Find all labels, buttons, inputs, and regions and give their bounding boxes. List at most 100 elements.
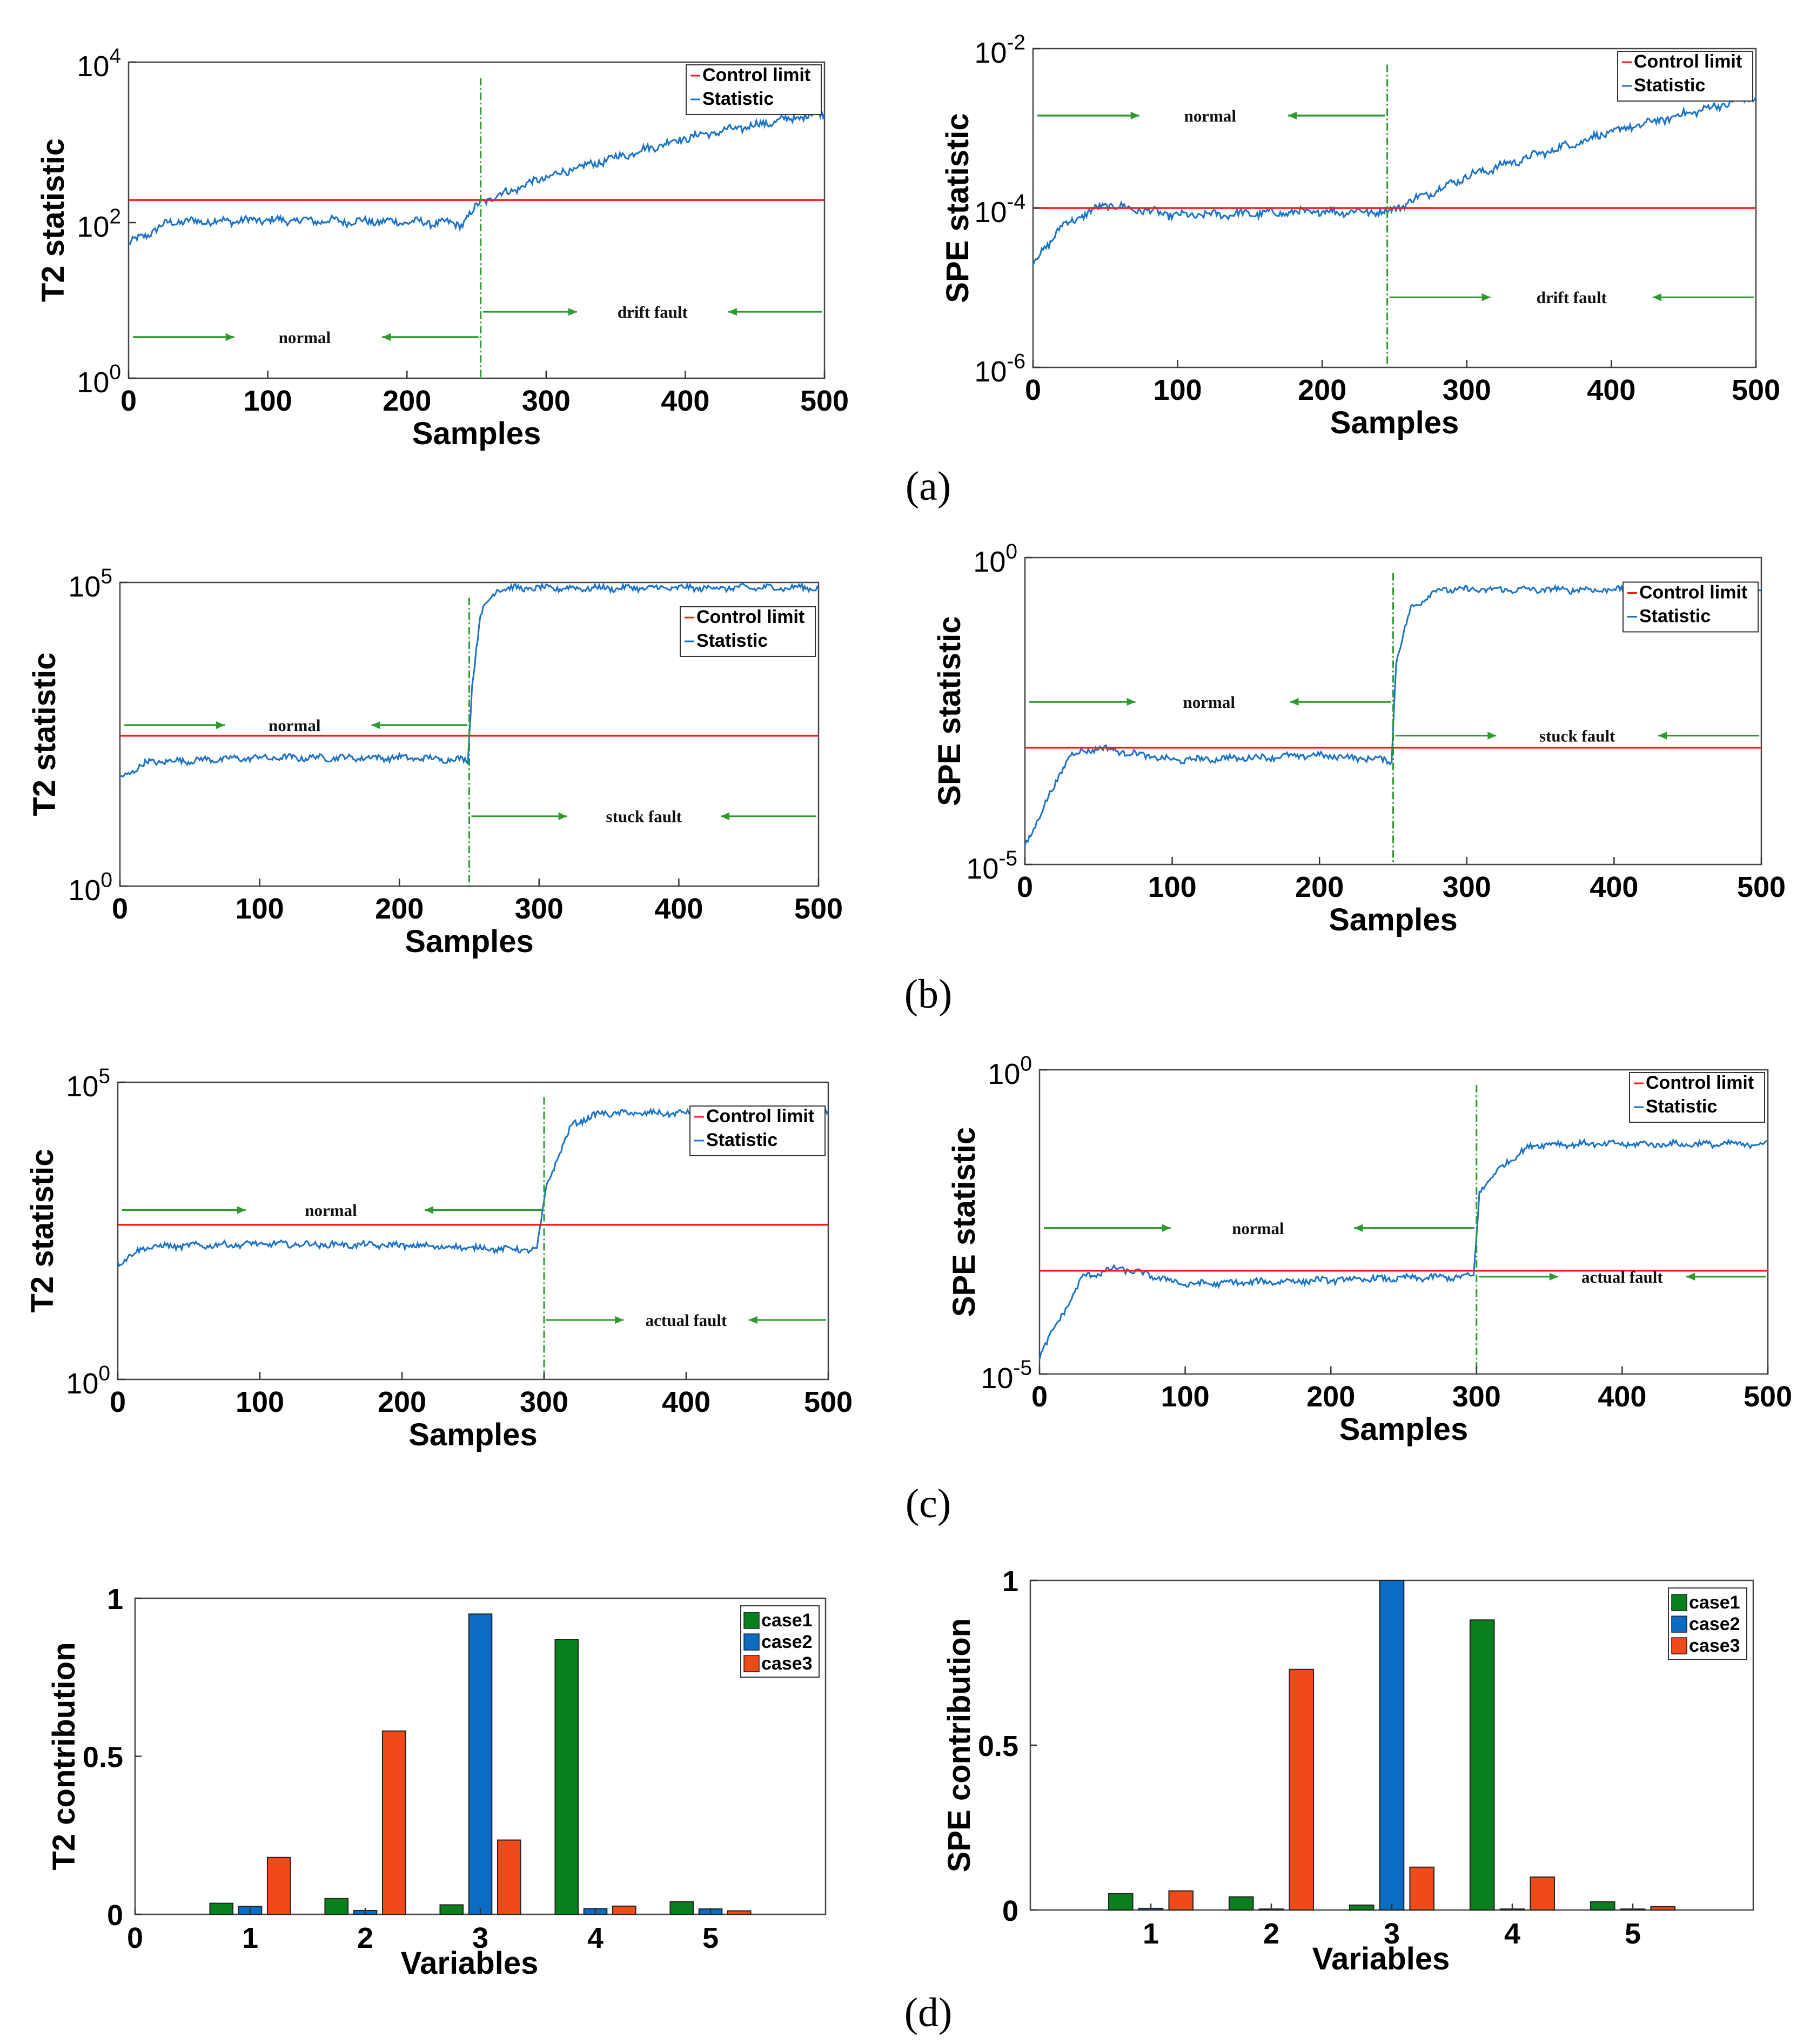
- arrow-head: [1652, 293, 1661, 301]
- y-tick-label: 10-5: [981, 1357, 1032, 1395]
- legend-entry: Statistic: [1646, 1096, 1717, 1117]
- legend-box: [1629, 1072, 1765, 1123]
- legend-entry: case1: [1689, 1592, 1740, 1613]
- bar-case1-var1: [1108, 1893, 1134, 1911]
- annotation-fault-label: drift fault: [1537, 288, 1607, 307]
- arrow-head: [1487, 732, 1497, 740]
- x-tick-label: 200: [383, 385, 431, 417]
- legend: Control limit Statistic: [1622, 581, 1759, 633]
- x-tick-label: 0: [1031, 1380, 1048, 1413]
- arrow-head: [748, 1316, 757, 1324]
- bar-case3-var2: [381, 1730, 406, 1915]
- y-tick-label: 0.5: [83, 1741, 123, 1774]
- x-tick-label: 300: [1443, 374, 1491, 406]
- annotation-normal: normal: [133, 328, 479, 347]
- legend-entry: case1: [761, 1610, 813, 1631]
- legend: Control limit Statistic: [689, 1105, 826, 1156]
- y-axis-label: T2 statistic: [27, 653, 62, 816]
- tick-base: 10: [974, 37, 1007, 69]
- x-tick-label: 4: [1504, 1918, 1520, 1950]
- legend: Control limit Statistic: [680, 606, 816, 657]
- legend: Control limit Statistic: [1617, 51, 1753, 102]
- x-tick-label: 0: [110, 1386, 126, 1418]
- panel-label: (d): [904, 1990, 953, 2035]
- y-tick-label: 10-2: [974, 31, 1025, 69]
- y-tick-label: 0.5: [978, 1730, 1018, 1762]
- x-axis-label: Variables: [1312, 1941, 1450, 1976]
- bar-case1-var4: [1469, 1619, 1495, 1911]
- bar-case1-var1: [209, 1902, 234, 1915]
- arrow-head: [1354, 1224, 1363, 1232]
- x-tick-label: 300: [1452, 1380, 1501, 1413]
- x-tick-label: 2: [357, 1922, 373, 1954]
- legend-swatch: [1671, 1616, 1687, 1633]
- y-tick-label: 100: [77, 361, 121, 399]
- annotation-fault-label: actual fault: [646, 1311, 727, 1330]
- arrow-head: [425, 1206, 434, 1214]
- annotation-fault: actual fault: [1478, 1268, 1766, 1286]
- chart-d-spe: 1 2 3 4 5 0 0.5 1 Variables SPE contribution case1…: [942, 1565, 1754, 1976]
- y-tick-label: 0: [1002, 1895, 1018, 1927]
- x-axis-label: Samples: [405, 924, 534, 959]
- tick-base: 10: [66, 1070, 98, 1103]
- x-axis-label: Samples: [412, 416, 541, 451]
- annotation-fault-label: stuck fault: [606, 807, 682, 826]
- arrow-head: [1290, 698, 1299, 706]
- x-tick-label: 5: [1625, 1918, 1641, 1950]
- y-tick-label: 104: [77, 45, 121, 83]
- arrow-head: [728, 307, 737, 316]
- tick-base: 10: [66, 1368, 98, 1400]
- bar-case3-var4: [1530, 1877, 1555, 1911]
- x-tick-label: 200: [1298, 374, 1346, 406]
- x-tick-label: 100: [1148, 871, 1197, 903]
- annotation-normal-label: normal: [279, 328, 331, 347]
- arrow-head: [237, 1206, 246, 1214]
- tick-base: 10: [988, 1058, 1020, 1090]
- legend-entry: Statistic: [706, 1130, 777, 1150]
- legend-swatch: [743, 1612, 760, 1629]
- annotation-fault-label: drift fault: [618, 303, 688, 321]
- arrow-head: [720, 812, 729, 820]
- y-tick-label: 1: [1002, 1565, 1018, 1598]
- tick-base: 10: [966, 853, 998, 885]
- tick-base: 10: [974, 356, 1007, 388]
- x-tick-label: 3: [1384, 1918, 1400, 1950]
- x-tick-label: 4: [587, 1922, 604, 1954]
- bar-case3-var3: [1409, 1866, 1435, 1911]
- tick-exponent: -5: [1013, 1357, 1032, 1380]
- y-tick-label: 105: [68, 565, 112, 603]
- annotation-normal: normal: [1044, 1219, 1474, 1238]
- legend-entry: Control limit: [706, 1106, 814, 1127]
- tick-base: 10: [973, 546, 1005, 578]
- arrow-head: [382, 333, 391, 341]
- bar-case1-var3: [439, 1904, 464, 1915]
- legend-entry: Statistic: [1634, 75, 1705, 96]
- y-tick-label: 102: [77, 205, 121, 243]
- statistic-line: [128, 109, 826, 246]
- x-tick-label: 100: [1161, 1380, 1210, 1413]
- x-tick-label: 100: [244, 385, 292, 417]
- legend-box: [1617, 51, 1753, 102]
- annotation-fault-label: stuck fault: [1539, 726, 1615, 745]
- x-tick-label: 500: [804, 1386, 853, 1418]
- tick-exponent: 0: [1020, 1053, 1032, 1076]
- panel-label: (a): [906, 464, 951, 509]
- x-tick-label: 400: [661, 385, 709, 417]
- legend-swatch: [1671, 1637, 1687, 1654]
- y-axis-label: SPE contribution: [942, 1618, 977, 1872]
- annotation-fault: stuck fault: [471, 807, 816, 826]
- bar-case1-var2: [324, 1898, 349, 1915]
- tick-exponent: 5: [98, 1065, 110, 1088]
- legend-box: [1622, 581, 1759, 633]
- y-tick-label: 10-5: [966, 847, 1017, 885]
- annotation-fault: stuck fault: [1395, 726, 1759, 745]
- annotation-fault: actual fault: [546, 1311, 826, 1330]
- annotation-normal: normal: [1029, 693, 1391, 712]
- legend: Control limit Statistic: [686, 64, 822, 115]
- y-tick-label: 1: [107, 1583, 123, 1616]
- y-tick-label: 0: [107, 1899, 123, 1932]
